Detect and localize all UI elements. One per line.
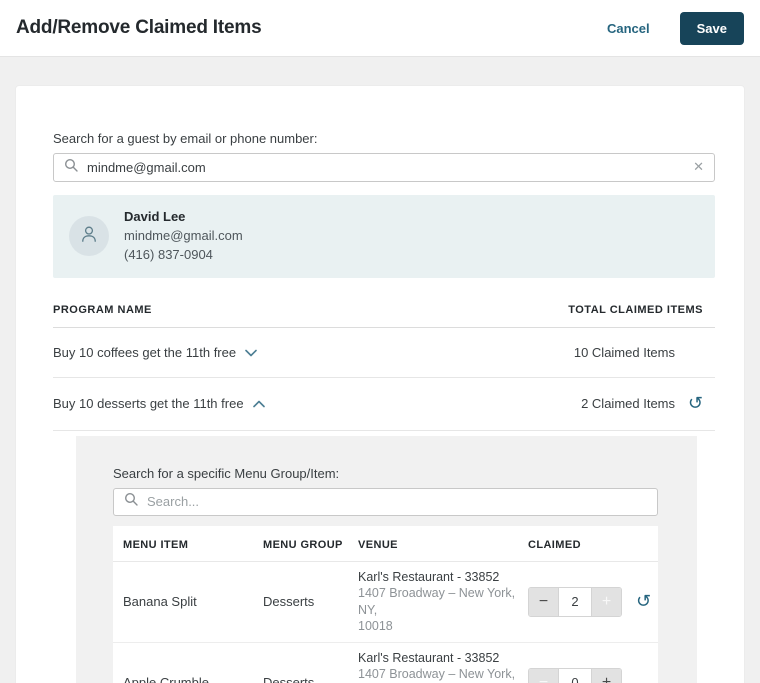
menu-row-banana-split: Banana Split Desserts Karl's Restaurant …	[113, 562, 658, 643]
menu-table-header: MENU ITEM MENU GROUP VENUE CLAIMED	[113, 526, 658, 562]
program-total-label: 2 Claimed Items	[581, 396, 675, 412]
claimed-header: CLAIMED	[528, 538, 581, 551]
main-card: Search for a guest by email or phone num…	[15, 85, 745, 683]
guest-search-input[interactable]	[87, 160, 685, 175]
guest-info: David Lee mindme@gmail.com (416) 837-090…	[124, 208, 243, 265]
program-total-cell: 2 Claimed Items ↺	[581, 392, 703, 414]
program-name-header: PROGRAM NAME	[53, 303, 152, 316]
program-row-coffees: Buy 10 coffees get the 11th free 10 Clai…	[53, 328, 715, 378]
search-icon	[64, 158, 78, 177]
page-background: Search for a guest by email or phone num…	[0, 57, 760, 683]
claimed-count[interactable]: 0	[558, 668, 592, 683]
chevron-up-icon	[252, 396, 265, 411]
page-title: Add/Remove Claimed Items	[16, 17, 262, 38]
undo-icon[interactable]: ↺	[687, 392, 703, 414]
claimed-cell: − 2 + ↺	[528, 586, 652, 617]
header-bar: Add/Remove Claimed Items Cancel Save	[0, 0, 760, 57]
menu-group-header: MENU GROUP	[263, 538, 343, 551]
expanded-program-panel: Search for a specific Menu Group/Item: M…	[76, 435, 697, 683]
chevron-down-icon	[245, 345, 257, 360]
guest-card: David Lee mindme@gmail.com (416) 837-090…	[53, 195, 715, 278]
menu-search-label: Search for a specific Menu Group/Item:	[113, 465, 340, 481]
menu-items-table: MENU ITEM MENU GROUP VENUE CLAIMED Banan…	[113, 525, 658, 683]
claimed-stepper: − 2 +	[528, 586, 622, 617]
menu-group-name: Desserts	[263, 675, 315, 683]
guest-search-label: Search for a guest by email or phone num…	[53, 131, 318, 146]
venue-cell: Karl's Restaurant - 33852 1407 Broadway …	[358, 569, 528, 635]
claimed-cell: − 0 +	[528, 667, 648, 683]
search-icon	[124, 492, 138, 511]
total-claimed-header: TOTAL CLAIMED ITEMS	[568, 303, 703, 316]
claimed-stepper: − 0 +	[528, 667, 622, 683]
menu-row-apple-crumble: Apple Crumble Desserts Karl's Restaurant…	[113, 643, 658, 683]
venue-address-line1: 1407 Broadway – New York, NY,	[358, 667, 516, 682]
person-icon	[78, 223, 100, 250]
increment-button[interactable]: +	[592, 668, 621, 683]
avatar	[69, 216, 109, 257]
programs-table: PROGRAM NAME TOTAL CLAIMED ITEMS Buy 10 …	[53, 304, 715, 683]
program-toggle-desserts[interactable]: Buy 10 desserts get the 11th free	[53, 396, 265, 411]
clear-icon[interactable]: ✕	[693, 160, 704, 175]
venue-address-line1: 1407 Broadway – New York, NY,	[358, 586, 516, 617]
menu-item-name: Apple Crumble	[123, 675, 209, 683]
increment-button: +	[592, 587, 621, 616]
menu-search-input[interactable]	[147, 494, 647, 510]
program-toggle-coffees[interactable]: Buy 10 coffees get the 11th free	[53, 345, 257, 360]
programs-table-header: PROGRAM NAME TOTAL CLAIMED ITEMS	[53, 304, 715, 328]
menu-item-name: Banana Split	[123, 594, 197, 610]
program-row-desserts: Buy 10 desserts get the 11th free 2 Clai…	[53, 378, 715, 431]
program-name-label: Buy 10 coffees get the 11th free	[53, 344, 237, 360]
menu-search-box	[113, 487, 658, 516]
menu-group-name: Desserts	[263, 594, 315, 610]
venue-name: Karl's Restaurant - 33852	[358, 650, 500, 665]
undo-icon[interactable]: ↺	[636, 590, 652, 612]
venue-cell: Karl's Restaurant - 33852 1407 Broadway …	[358, 650, 528, 683]
claimed-count[interactable]: 2	[558, 587, 592, 616]
guest-phone: (416) 837-0904	[124, 246, 213, 262]
decrement-button: −	[529, 668, 558, 683]
venue-header: VENUE	[358, 538, 398, 551]
program-total-cell: 10 Claimed Items	[574, 345, 703, 360]
undo-slot: ↺	[675, 392, 703, 414]
guest-search-box: ✕	[53, 153, 715, 182]
guest-name: David Lee	[124, 209, 186, 224]
guest-email: mindme@gmail.com	[124, 227, 243, 243]
decrement-button[interactable]: −	[529, 587, 558, 616]
program-total-label: 10 Claimed Items	[573, 344, 675, 360]
venue-name: Karl's Restaurant - 33852	[358, 569, 500, 584]
cancel-button[interactable]: Cancel	[606, 20, 650, 36]
program-name-label: Buy 10 desserts get the 11th free	[53, 396, 244, 412]
menu-item-header: MENU ITEM	[123, 538, 189, 551]
venue-address-line2: 10018	[358, 619, 393, 634]
save-button[interactable]: Save	[679, 11, 744, 45]
